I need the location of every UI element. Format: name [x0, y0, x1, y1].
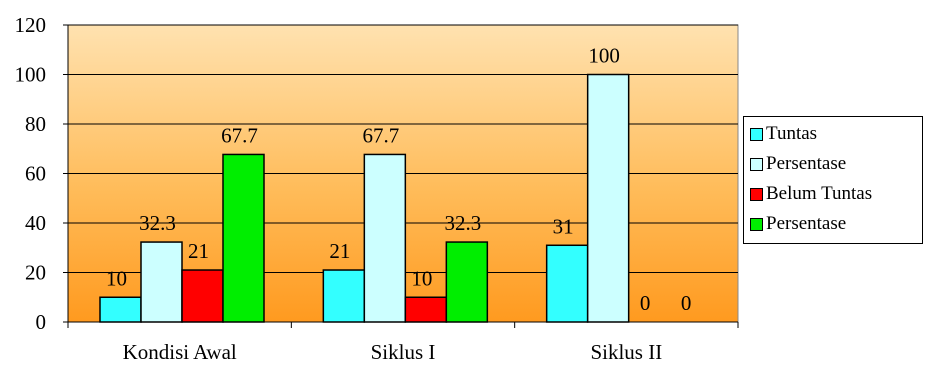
- y-tick-label: 100: [15, 63, 47, 87]
- bar: [446, 242, 487, 322]
- bar: [182, 270, 223, 322]
- y-tick-label: 60: [25, 162, 46, 186]
- data-label: 10: [411, 266, 432, 290]
- legend-item-persentase-1: Persentase: [750, 153, 846, 175]
- y-tick-label: 0: [36, 310, 47, 334]
- y-tick-label: 20: [25, 261, 46, 285]
- data-label: 10: [106, 266, 127, 290]
- legend-item-tuntas: Tuntas: [750, 123, 817, 145]
- data-label: 0: [640, 291, 651, 315]
- bar: [141, 242, 182, 322]
- y-tick-label: 40: [25, 211, 46, 235]
- data-label: 100: [588, 44, 620, 68]
- bar: [588, 75, 629, 323]
- data-label: 32.3: [139, 211, 176, 235]
- data-label: 31: [553, 214, 574, 238]
- data-label: 67.7: [362, 123, 399, 147]
- data-label: 67.7: [221, 123, 258, 147]
- x-tick-label: Siklus I: [371, 340, 436, 360]
- legend-label-belum-tuntas: Belum Tuntas: [766, 183, 872, 205]
- bar: [100, 297, 141, 322]
- y-tick-label: 80: [25, 112, 46, 136]
- x-tick-label: Kondisi Awal: [123, 340, 237, 360]
- legend-swatch-tuntas: [750, 128, 763, 141]
- bar: [223, 154, 264, 322]
- legend-item-belum-tuntas: Belum Tuntas: [750, 183, 872, 205]
- legend-item-persentase-2: Persentase: [750, 213, 846, 235]
- x-tick-label: Siklus II: [590, 340, 662, 360]
- legend-label-tuntas: Tuntas: [766, 123, 817, 145]
- data-label: 32.3: [444, 211, 481, 235]
- bar: [547, 245, 588, 322]
- bar: [405, 297, 446, 322]
- legend-swatch-persentase-2: [750, 218, 763, 231]
- data-label: 21: [188, 239, 209, 263]
- y-tick-label: 120: [15, 13, 47, 37]
- bar: [323, 270, 364, 322]
- bar: [364, 154, 405, 322]
- legend-swatch-belum-tuntas: [750, 188, 763, 201]
- data-label: 21: [329, 239, 350, 263]
- legend-label-persentase-1: Persentase: [766, 153, 846, 175]
- legend-swatch-persentase-1: [750, 158, 763, 171]
- legend-label-persentase-2: Persentase: [766, 213, 846, 235]
- chart-legend: Tuntas Persentase Belum Tuntas Persentas…: [743, 116, 923, 244]
- data-label: 0: [681, 291, 692, 315]
